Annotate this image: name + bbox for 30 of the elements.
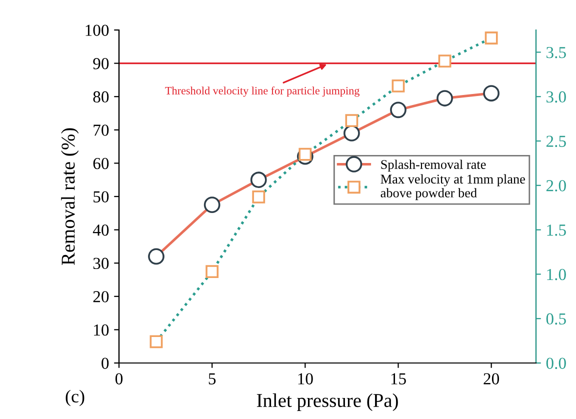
y-tick-label: 60 — [93, 158, 109, 170]
x-tick-label: 5 — [208, 373, 216, 384]
y2-tick-label: 0.5 — [546, 313, 566, 325]
y2-tick-label: 2.0 — [546, 180, 566, 192]
x-tick-label: 20 — [484, 373, 500, 384]
y2-tick-label: 0.0 — [546, 358, 566, 370]
y-tick-label: 50 — [94, 191, 109, 202]
y-axis-title: Removal rate (%) — [61, 128, 79, 266]
x-tick-label: 0 — [115, 373, 123, 384]
x-tick-label: 15 — [391, 373, 406, 384]
y2-tick-label: 2.5 — [546, 136, 566, 148]
y2-tick-label: 3.0 — [546, 91, 566, 103]
y2-tick-label: 1.0 — [547, 268, 566, 280]
ref-line-label: Threshold velocity line for particle jumping — [165, 86, 360, 97]
y-tick-label: 0 — [102, 358, 109, 369]
y-tick-label: 100 — [86, 24, 109, 36]
legend-label: Splash-removal rate — [381, 160, 486, 172]
y-tick-label: 70 — [94, 124, 109, 136]
y-tick-label: 20 — [93, 291, 109, 302]
y-tick-label: 30 — [93, 258, 109, 270]
y-tick-label: 90 — [93, 58, 109, 70]
text: (c) — [66, 390, 84, 406]
y-tick-label: 80 — [93, 91, 109, 103]
y-tick-label: 10 — [94, 324, 109, 336]
y2-tick-label: 1.5 — [547, 224, 566, 236]
x-tick-label: 10 — [298, 373, 313, 384]
x-axis-title: Inlet pressure (Pa) — [256, 393, 398, 412]
y2-tick-label: 3.5 — [546, 46, 566, 58]
y-tick-label: 40 — [92, 224, 109, 236]
legend-label: Max velocity at 1mm plane above powder bed — [380, 174, 525, 200]
